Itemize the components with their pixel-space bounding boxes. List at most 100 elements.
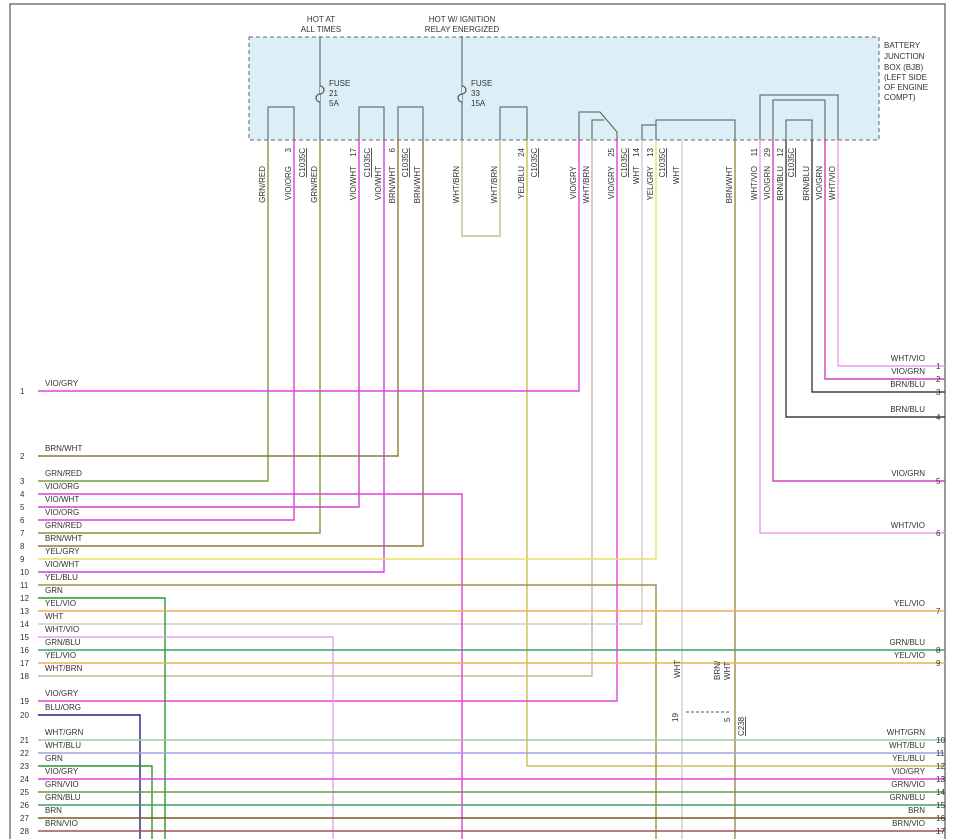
row-number: 6 <box>20 516 25 525</box>
row-number: 18 <box>20 672 29 681</box>
wire-label: GRN/RED <box>258 166 267 203</box>
fuse-symbol <box>315 85 325 103</box>
wire-label: VIO/GRY <box>569 165 578 199</box>
wire-label: WHT/VIO <box>828 166 837 200</box>
connector-label: C1035C <box>787 148 796 178</box>
row-number: 24 <box>20 775 29 784</box>
row-number: 2 <box>936 375 941 384</box>
row-label: VIO/WHT <box>45 560 79 569</box>
wire-label: VIO/GRN <box>815 166 824 200</box>
wire <box>38 140 424 547</box>
row-number: 11 <box>936 749 945 758</box>
row-number: 7 <box>936 607 941 616</box>
row-label: WHT/VIO <box>891 354 925 363</box>
wire-label: VIO/ORG <box>284 166 293 200</box>
wire-label: VIO/GRN <box>763 166 772 200</box>
wire-label: BRN/WHT <box>413 166 422 203</box>
wire <box>526 140 945 767</box>
wire <box>38 140 360 508</box>
top-label: RELAY ENERGIZED <box>425 25 500 34</box>
row-number: 7 <box>20 529 25 538</box>
row-number: 28 <box>20 827 29 836</box>
wire <box>38 140 385 573</box>
fuse-label: 5A <box>329 99 339 108</box>
row-label: WHT/VIO <box>891 521 925 530</box>
wire-label: VIO/WHT <box>349 166 358 200</box>
row-label: BRN <box>908 806 925 815</box>
jumper <box>641 124 656 140</box>
jumper <box>397 106 424 140</box>
row-number: 10 <box>20 568 29 577</box>
wire-label: BRN/WHT <box>725 166 734 203</box>
box-label: COMPT) <box>884 93 916 102</box>
wire <box>38 140 643 625</box>
row-label: BRN/BLU <box>890 405 925 414</box>
row-label: YEL/VIO <box>45 599 76 608</box>
row-label: VIO/GRN <box>891 469 925 478</box>
wire <box>837 140 945 367</box>
row-number: 15 <box>20 633 29 642</box>
row-label: WHT/GRN <box>45 728 83 737</box>
row-number: 21 <box>20 736 29 745</box>
wire-label: YEL/GRY <box>646 165 655 200</box>
wire <box>461 140 501 237</box>
fuse-symbol <box>457 85 467 103</box>
top-label: HOT AT <box>307 15 335 24</box>
wire-label: WHT/BRN <box>490 166 499 204</box>
row-number: 20 <box>20 711 29 720</box>
wire <box>38 714 141 839</box>
row-number: 1 <box>20 387 25 396</box>
row-label: VIO/GRY <box>45 379 79 388</box>
wire <box>38 493 463 839</box>
jumper <box>591 119 604 140</box>
row-number: 4 <box>20 490 25 499</box>
pin-number: 11 <box>750 147 759 156</box>
row-number: 14 <box>20 620 29 629</box>
top-label: ALL TIMES <box>301 25 341 34</box>
row-label: WHT/VIO <box>45 625 79 634</box>
c238-wire: WHT <box>673 660 682 678</box>
pin-number: 25 <box>607 147 616 156</box>
row-number: 23 <box>20 762 29 771</box>
connector-label: C1035C <box>401 148 410 178</box>
row-number: 14 <box>936 788 945 797</box>
row-number: 27 <box>20 814 29 823</box>
wire <box>38 140 269 482</box>
jumper <box>785 119 813 140</box>
junction-box <box>248 36 880 141</box>
c238-pin: 19 <box>671 713 680 722</box>
row-label: WHT/GRN <box>887 728 925 737</box>
pin-number: 13 <box>646 147 655 156</box>
row-number: 26 <box>20 801 29 810</box>
box-label: OF ENGINE <box>884 83 928 92</box>
row-label: VIO/GRY <box>45 689 79 698</box>
row-label: VIO/GRY <box>892 767 926 776</box>
row-label: WHT/BRN <box>45 664 83 673</box>
internal-wiring <box>267 36 839 140</box>
wire <box>824 140 945 380</box>
row-number: 15 <box>936 801 945 810</box>
c238-pin: 5 <box>723 717 732 722</box>
row-number: 8 <box>936 646 941 655</box>
row-label: GRN/BLU <box>889 638 925 647</box>
wire <box>38 636 334 839</box>
jumper <box>772 99 826 140</box>
row-number: 16 <box>20 646 29 655</box>
row-number: 3 <box>936 388 941 397</box>
wires <box>38 140 945 839</box>
row-label: YEL/VIO <box>894 651 925 660</box>
row-label: VIO/GRY <box>45 767 79 776</box>
fuse-label: FUSE <box>471 79 492 88</box>
row-number: 9 <box>20 555 25 564</box>
row-label: YEL/GRY <box>45 547 80 556</box>
row-number: 6 <box>936 529 941 538</box>
wire <box>38 140 618 702</box>
box-label: (LEFT SIDE <box>884 73 927 82</box>
wire-label: GRN/RED <box>310 166 319 203</box>
row-number: 11 <box>20 581 29 590</box>
wire <box>38 140 321 534</box>
jumper <box>358 106 385 140</box>
pin-number: 12 <box>776 147 785 156</box>
row-label: BRN/WHT <box>45 534 82 543</box>
